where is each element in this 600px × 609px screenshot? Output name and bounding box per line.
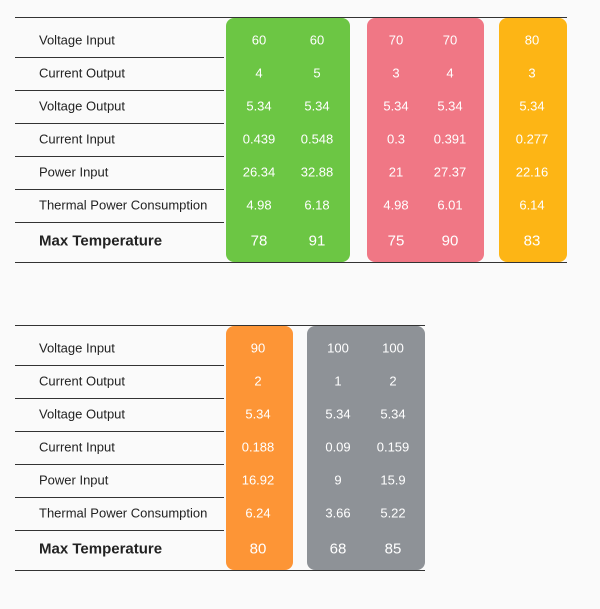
row-label: Current Output	[39, 373, 125, 389]
color-block	[307, 326, 425, 570]
cell-value: 2	[254, 373, 262, 389]
cell-value: 6.01	[437, 197, 463, 213]
color-block	[499, 18, 567, 262]
row-label: Power Input	[39, 472, 109, 488]
row-rule	[15, 123, 224, 124]
cell-value: 60	[309, 32, 325, 48]
row-label: Voltage Output	[39, 406, 126, 422]
cell-value: 5.34	[246, 98, 272, 114]
top-rule	[15, 17, 567, 18]
cell-value: 0.548	[300, 131, 334, 147]
cell-value: 4	[446, 65, 454, 81]
cell-value: 4	[255, 65, 263, 81]
row-label: Thermal Power Consumption	[39, 197, 208, 213]
cell-value: 0.3	[386, 131, 406, 147]
row-label: Voltage Input	[39, 340, 115, 356]
cell-value: 32.88	[300, 164, 334, 180]
cell-value: 3.66	[325, 505, 351, 521]
cell-value: 85	[384, 540, 402, 558]
cell-value: 100	[327, 340, 349, 356]
row-label: Current Output	[39, 65, 125, 81]
cell-value: 5.34	[245, 406, 271, 422]
cell-value: 22.16	[515, 164, 549, 180]
row-label: Current Input	[39, 439, 115, 455]
cell-value: 60	[251, 32, 267, 48]
row-label: Current Input	[39, 131, 115, 147]
row-label: Voltage Output	[39, 98, 126, 114]
cell-value: 0.391	[433, 131, 467, 147]
cell-value: 5.34	[519, 98, 545, 114]
row-rule	[15, 156, 224, 157]
row-label: Max Temperature	[39, 540, 163, 558]
row-label: Voltage Input	[39, 32, 115, 48]
cell-value: 80	[524, 32, 540, 48]
row-rule	[15, 222, 224, 223]
row-rule	[15, 90, 224, 91]
cell-value: 5.34	[383, 98, 409, 114]
color-block	[226, 326, 293, 570]
cell-value: 70	[388, 32, 404, 48]
row-rule	[15, 497, 224, 498]
cell-value: 78	[250, 232, 268, 250]
cell-value: 3	[528, 65, 536, 81]
row-rule	[15, 365, 224, 366]
cell-value: 5.34	[304, 98, 330, 114]
cell-value: 0.159	[376, 439, 410, 455]
cell-value: 5.34	[380, 406, 406, 422]
cell-value: 0.439	[242, 131, 276, 147]
bottom-rule	[15, 262, 567, 263]
row-label: Max Temperature	[39, 232, 163, 250]
cell-value: 80	[249, 540, 267, 558]
cell-value: 6.18	[304, 197, 330, 213]
color-block	[226, 18, 350, 262]
cell-value: 26.34	[242, 164, 276, 180]
cell-value: 3	[392, 65, 400, 81]
cell-value: 0.277	[515, 131, 549, 147]
cell-value: 15.9	[380, 472, 406, 488]
cell-value: 1	[334, 373, 342, 389]
cell-value: 5	[313, 65, 321, 81]
row-label: Power Input	[39, 164, 109, 180]
color-block	[367, 18, 484, 262]
cell-value: 100	[382, 340, 404, 356]
cell-value: 6.24	[245, 505, 271, 521]
cell-value: 9	[334, 472, 342, 488]
cell-value: 27.37	[433, 164, 467, 180]
cell-value: 83	[523, 232, 541, 250]
row-rule	[15, 398, 224, 399]
row-rule	[15, 464, 224, 465]
cell-value: 70	[442, 32, 458, 48]
cell-value: 5.34	[437, 98, 463, 114]
cell-value: 6.14	[519, 197, 545, 213]
row-rule	[15, 57, 224, 58]
top-rule	[15, 325, 425, 326]
cell-value: 0.09	[325, 439, 351, 455]
cell-value: 90	[250, 340, 266, 356]
cell-value: 68	[329, 540, 347, 558]
cell-value: 4.98	[246, 197, 272, 213]
bottom-rule	[15, 570, 425, 571]
cell-value: 75	[387, 232, 405, 250]
cell-value: 0.188	[241, 439, 275, 455]
row-rule	[15, 530, 224, 531]
row-label: Thermal Power Consumption	[39, 505, 208, 521]
row-rule	[15, 189, 224, 190]
cell-value: 91	[308, 232, 326, 250]
cell-value: 4.98	[383, 197, 409, 213]
cell-value: 16.92	[241, 472, 275, 488]
row-rule	[15, 431, 224, 432]
cell-value: 21	[388, 164, 404, 180]
cell-value: 90	[441, 232, 459, 250]
cell-value: 5.22	[380, 505, 406, 521]
cell-value: 5.34	[325, 406, 351, 422]
cell-value: 2	[389, 373, 397, 389]
